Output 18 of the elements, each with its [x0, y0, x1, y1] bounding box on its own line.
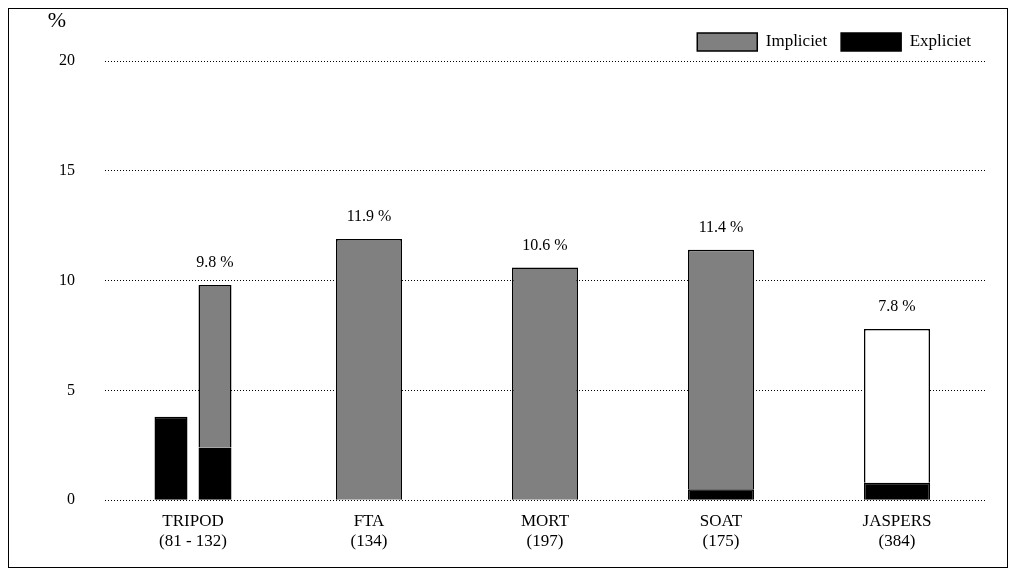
y-tick-label: 10 [59, 270, 75, 288]
y-axis-title: % [47, 6, 67, 32]
y-tick-label: 0 [67, 490, 75, 508]
annotation: 9.8 % [196, 253, 234, 271]
y-tick-label: 5 [67, 380, 75, 398]
y-tick-label: 20 [59, 51, 75, 69]
x-tick-label: JASPERS (384) [862, 510, 932, 551]
annotation: 7.8 % [878, 297, 916, 315]
annotation: 10.6 % [522, 235, 568, 253]
annotation: 11.4 % [698, 218, 744, 236]
x-tick-label: TRIPOD (81 - 132) [159, 510, 227, 551]
legend-label: Expliciet [909, 31, 972, 51]
x-tick-label: FTA (134) [350, 510, 388, 551]
legend-label: Impliciet [765, 31, 828, 51]
annotation: 11.9 % [346, 207, 392, 225]
x-tick-label: SOAT (175) [699, 510, 743, 551]
x-tick-label: MORT (197) [520, 510, 570, 551]
y-tick-label: 15 [59, 161, 75, 178]
